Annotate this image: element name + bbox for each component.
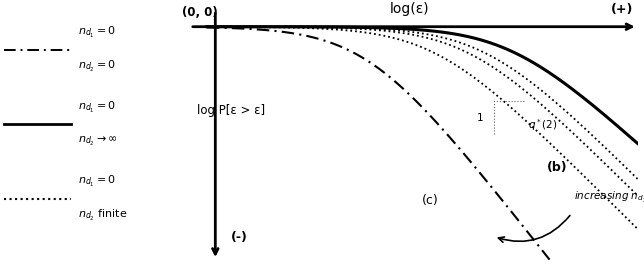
Text: log P[ε > ε]: log P[ε > ε] — [196, 104, 265, 117]
Text: (c): (c) — [422, 194, 439, 207]
Text: (0, 0): (0, 0) — [182, 6, 218, 19]
Text: (+): (+) — [611, 3, 633, 16]
Text: (b): (b) — [547, 161, 567, 174]
Text: $n_{d_1} = 0$: $n_{d_1} = 0$ — [79, 174, 117, 189]
Text: increasing $n_{d_2}$: increasing $n_{d_2}$ — [574, 189, 644, 204]
Text: $n_{d_2} = 0$: $n_{d_2} = 0$ — [79, 59, 117, 74]
Text: (-): (-) — [231, 231, 247, 244]
Text: $n_{d_2} \rightarrow \infty$: $n_{d_2} \rightarrow \infty$ — [79, 135, 118, 148]
Text: $n_{d_1} = 0$: $n_{d_1} = 0$ — [79, 25, 117, 40]
Text: $n_{d_1} = 0$: $n_{d_1} = 0$ — [79, 100, 117, 115]
Text: $q^*(2)$: $q^*(2)$ — [528, 117, 557, 133]
Text: $n_{d_2}$ finite: $n_{d_2}$ finite — [79, 208, 128, 223]
Text: log(ε): log(ε) — [390, 2, 430, 16]
Text: 1: 1 — [477, 113, 484, 123]
